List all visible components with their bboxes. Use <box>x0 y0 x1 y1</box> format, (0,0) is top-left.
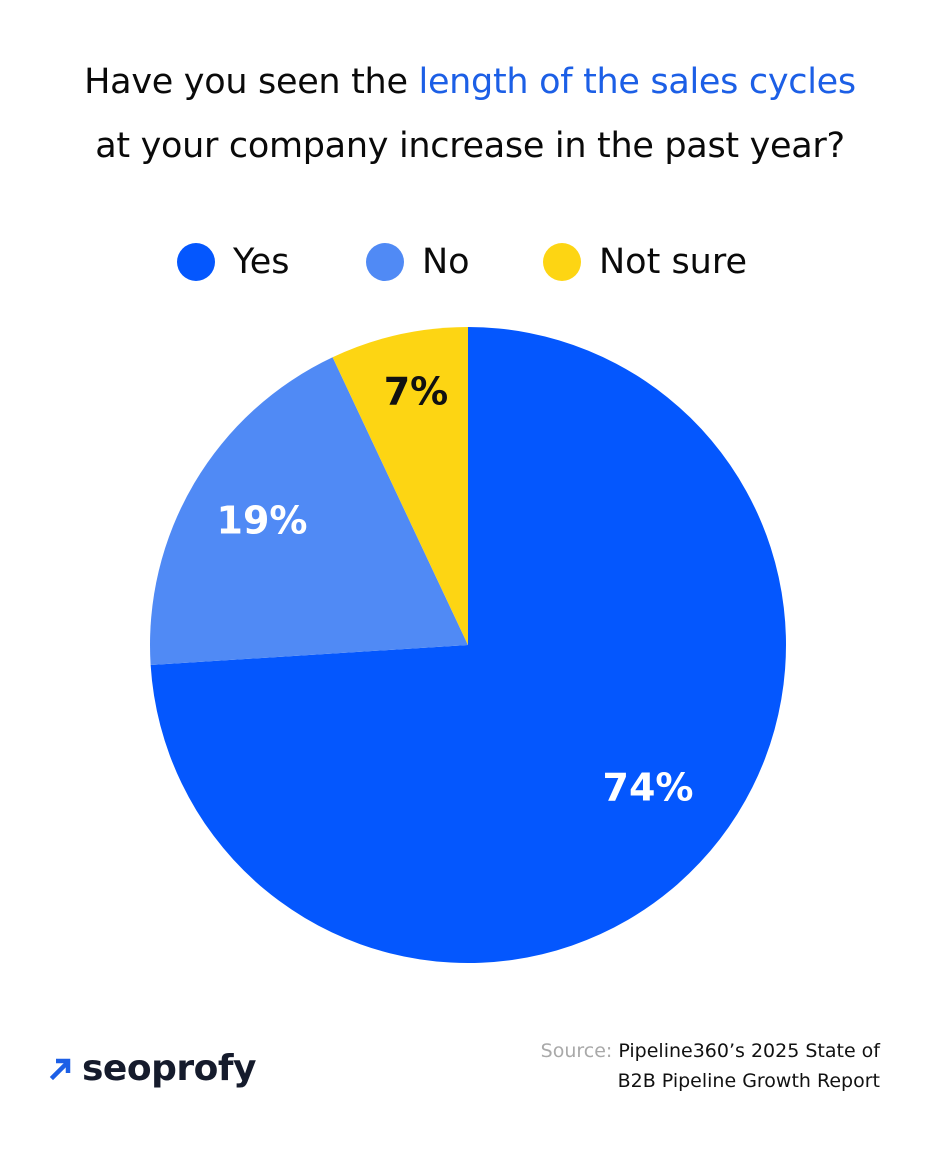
title-highlight: length of the sales cycles <box>418 62 857 102</box>
seoprofy-logo: seoprofy <box>48 1048 256 1089</box>
pie-chart: 74% 19% 7% <box>150 327 787 963</box>
legend-swatch-not-sure <box>543 243 581 281</box>
source-line-1: Source: Pipeline360’s 2025 State of <box>541 1036 880 1066</box>
legend-swatch-no <box>366 243 404 281</box>
chart-title: Have you seen the length of the sales cy… <box>0 50 940 178</box>
logo-text: seoprofy <box>82 1048 256 1089</box>
title-text-start: Have you seen the <box>84 62 419 102</box>
source-prefix: Source: <box>540 1040 619 1062</box>
legend-item-not-sure: Not sure <box>543 240 747 284</box>
chart-legend: Yes No Not sure <box>0 240 940 284</box>
slice-label-yes: 74% <box>603 766 694 810</box>
arrow-up-right-icon <box>49 1058 71 1080</box>
source-text-1: Pipeline360’s 2025 State of <box>618 1040 880 1062</box>
slice-label-not-sure: 7% <box>384 370 449 414</box>
source-line-2: B2B Pipeline Growth Report <box>617 1070 880 1092</box>
title-line-1: Have you seen the length of the sales cy… <box>0 50 940 114</box>
legend-label-yes: Yes <box>233 242 290 282</box>
pie-slice-not-sure <box>332 327 468 645</box>
legend-item-no: No <box>366 240 470 284</box>
legend-swatch-yes <box>177 243 215 281</box>
legend-label-no: No <box>422 242 470 282</box>
legend-label-not-sure: Not sure <box>599 242 748 282</box>
pie-slice-no <box>150 357 468 665</box>
pie-slice-yes <box>150 327 787 963</box>
source-note: Source: Pipeline360’s 2025 State of B2B … <box>541 1036 880 1096</box>
title-line-2: at your company increase in the past yea… <box>95 126 845 166</box>
legend-item-yes: Yes <box>177 240 290 284</box>
slice-label-no: 19% <box>217 499 308 543</box>
